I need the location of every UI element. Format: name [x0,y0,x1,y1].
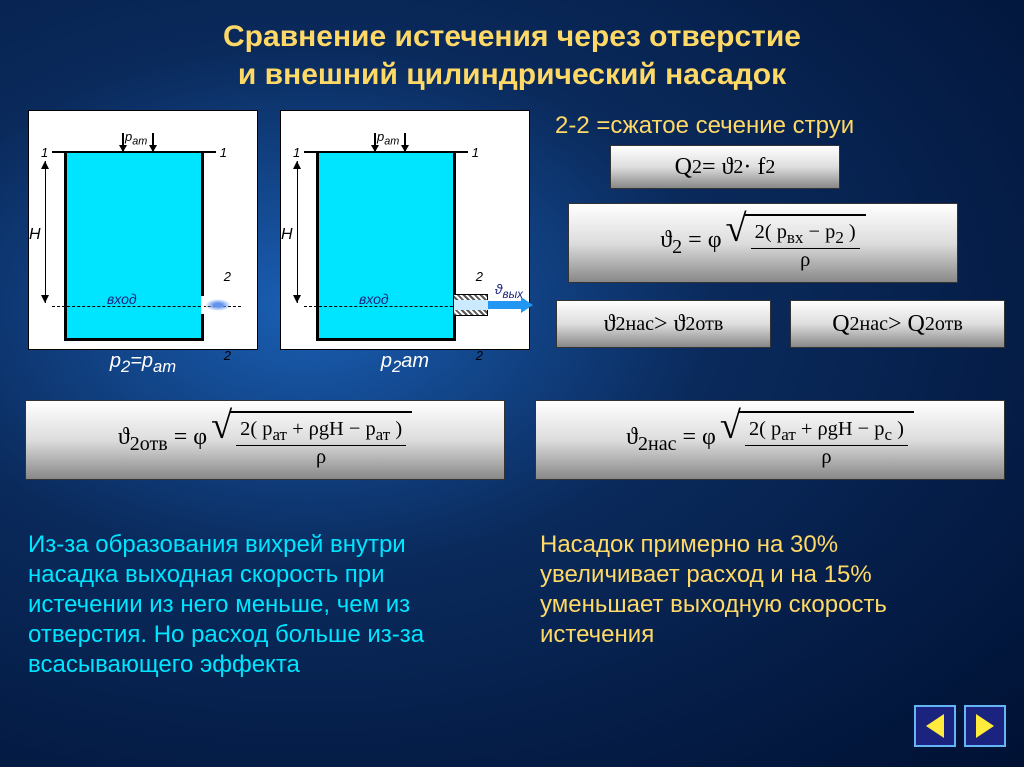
caption-orifice: p2=pат [29,350,257,377]
caption-nozzle: p2ат [281,350,529,377]
section-label: 2-2 =сжатое сечение струи [555,112,854,140]
slide-title: Сравнение истечения через отверстие и вн… [0,0,1024,103]
text-right: Насадок примерно на 30% увеличивает расх… [540,530,970,650]
prev-button[interactable] [914,705,956,747]
text-left: Из-за образования вихрей внутри насадка … [28,530,488,680]
formula-v2-otv: ϑ2отв = φ √ 2( pат + ρgH − pат )ρ [25,400,505,480]
title-line-2: и внешний цилиндрический насадок [238,58,786,91]
formula-v2-nas: ϑ2нас = φ √ 2( pат + ρgH − pc )ρ [535,400,1005,480]
formula-q2: Q2 = ϑ2 · f2 [610,145,840,189]
v-out-label: ϑвых [495,281,523,301]
title-line-1: Сравнение истечения через отверстие [223,20,801,53]
next-button[interactable] [964,705,1006,747]
diagram-orifice: H рат 1 1 2 2 вход p2=pат [28,110,258,350]
p-am-label: рат [125,129,147,148]
arrow-right-icon [976,714,994,738]
h-label: H [29,226,41,244]
formula-cmp-q: Q2нас > Q2отв [790,300,1005,348]
arrow-left-icon [926,714,944,738]
formula-v2: ϑ2 = φ √ 2( pвх − p2 )ρ [568,203,958,283]
diagram-nozzle: H рат 1 1 2 2 вход ϑвых p2ат [280,110,530,350]
vhod-label: вход [107,291,137,307]
formula-cmp-v: ϑ2нас > ϑ2отв [556,300,771,348]
